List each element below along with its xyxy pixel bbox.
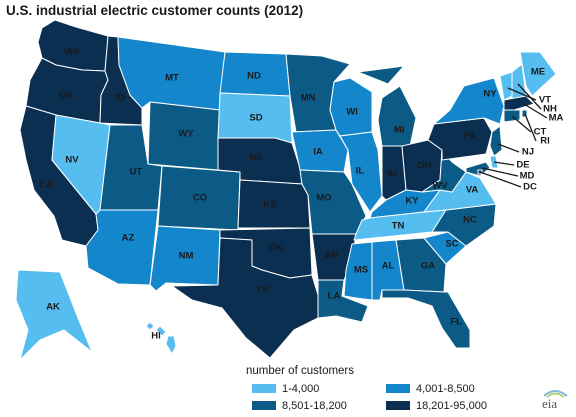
legend-swatch-4 <box>386 401 410 410</box>
state-label-wv: WV <box>432 181 448 192</box>
state-label-me: ME <box>531 67 545 78</box>
state-il <box>339 131 383 213</box>
state-label-nv: NV <box>65 155 79 166</box>
state-label-wa: WA <box>64 47 79 58</box>
leader-line-ct <box>511 115 532 133</box>
state-label-md: MD <box>520 171 535 182</box>
leader-line-nj <box>497 143 520 153</box>
state-label-ut: UT <box>130 167 143 178</box>
legend-item-1: 1-4,000 <box>252 382 319 395</box>
state-label-ct: CT <box>534 127 547 138</box>
leader-line-nh <box>517 83 542 110</box>
state-label-or: OR <box>59 91 73 102</box>
state-label-mt: MT <box>165 73 179 84</box>
state-label-vt: VT <box>539 95 551 106</box>
map-title: U.S. industrial electric customer counts… <box>6 3 304 18</box>
state-fl <box>381 289 471 349</box>
legend-label-4: 18,201-95,000 <box>416 399 487 412</box>
state-ks <box>237 179 311 229</box>
state-label-ma: MA <box>549 113 564 124</box>
state-ak <box>15 269 93 361</box>
state-hi <box>145 321 177 355</box>
state-me <box>519 51 557 97</box>
state-label-ms: MS <box>354 265 368 276</box>
state-label-sc: SC <box>445 239 458 250</box>
state-label-ri: RI <box>540 136 550 147</box>
state-az <box>85 209 159 286</box>
state-label-co: CO <box>193 193 207 204</box>
state-label-ne: NE <box>249 153 262 164</box>
state-label-la: LA <box>328 291 341 302</box>
legend-item-4: 18,201-95,000 <box>386 399 487 412</box>
state-label-oh: OH <box>417 161 431 172</box>
legend-swatch-3 <box>252 401 276 410</box>
state-ny <box>433 77 505 125</box>
leader-line-ma <box>523 103 548 119</box>
state-label-ky: KY <box>405 196 419 207</box>
state-la <box>317 279 369 323</box>
state-label-id: ID <box>115 93 125 104</box>
legend-swatch-2 <box>386 384 410 393</box>
state-nj <box>489 125 503 157</box>
state-label-al: AL <box>382 261 395 272</box>
state-label-in: IN <box>387 169 397 180</box>
state-label-tn: TN <box>392 221 405 232</box>
state-label-va: VA <box>466 185 479 196</box>
legend-label-3: 8,501-18,200 <box>282 399 347 412</box>
legend-swatch-1 <box>252 384 276 393</box>
state-label-ca: CA <box>39 180 53 191</box>
state-label-ar: AR <box>324 251 338 262</box>
state-label-nh: NH <box>543 104 557 115</box>
state-label-pa: PA <box>464 131 477 142</box>
state-label-mn: MN <box>301 93 316 104</box>
legend-item-3: 8,501-18,200 <box>252 399 347 412</box>
leader-line-dc <box>479 171 522 188</box>
state-wv <box>421 149 467 193</box>
state-ia <box>291 129 349 173</box>
state-ma <box>503 95 535 111</box>
legend-item-2: 4,001-8,500 <box>386 382 475 395</box>
legend-label-2: 4,001-8,500 <box>416 382 475 395</box>
state-label-ga: GA <box>421 261 435 272</box>
state-label-fl: FL <box>450 317 462 328</box>
state-label-de: DE <box>516 160 529 171</box>
eia-logo-text: eia <box>542 396 558 411</box>
state-label-wi: WI <box>346 107 358 118</box>
legend-title: number of customers <box>246 365 355 377</box>
state-label-il: IL <box>356 166 365 177</box>
state-label-nj: NJ <box>522 147 534 158</box>
state-label-ok: OK <box>269 243 283 254</box>
state-label-mo: MO <box>316 193 331 204</box>
state-md <box>465 161 491 177</box>
leader-line-md <box>481 167 519 177</box>
state-label-dc: DC <box>523 182 537 193</box>
state-label-nc: NC <box>463 215 477 226</box>
state-vt <box>499 71 513 101</box>
state-label-ia: IA <box>313 147 323 158</box>
leader-line-de <box>493 161 515 166</box>
state-label-az: AZ <box>122 233 135 244</box>
state-ga <box>395 237 447 293</box>
leader-line-ri <box>524 113 537 142</box>
state-label-tx: TX <box>256 285 269 296</box>
legend-label-1: 1-4,000 <box>282 382 320 395</box>
state-label-sd: SD <box>249 113 262 124</box>
state-label-ny: NY <box>483 89 497 100</box>
state-label-mi: MI <box>394 125 405 136</box>
map-legend: number of customers 1-4,000 4,001-8,500 … <box>246 365 546 415</box>
state-label-ks: KS <box>263 200 276 211</box>
eia-logo-icon <box>543 390 568 398</box>
state-label-nm: NM <box>179 251 194 262</box>
state-label-nd: ND <box>247 71 261 82</box>
state-tx <box>171 237 319 359</box>
state-label-ak: AK <box>46 302 60 313</box>
state-label-wy: WY <box>178 129 194 140</box>
state-label-hi: HI <box>151 331 161 342</box>
